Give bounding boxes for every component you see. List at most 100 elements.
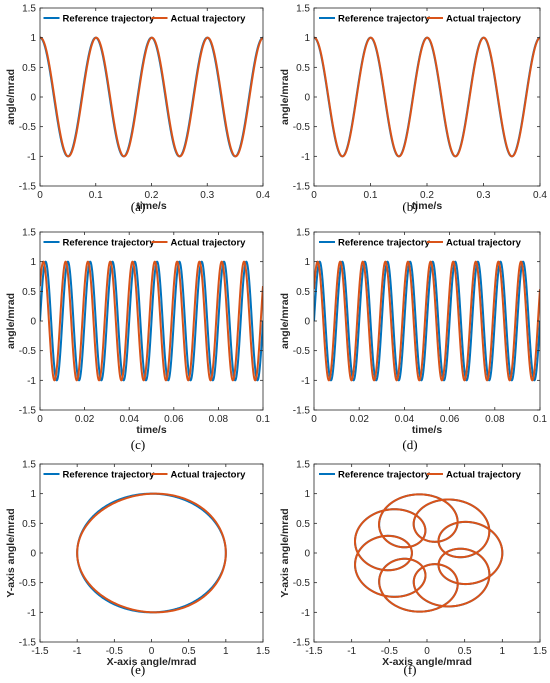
panel-caption: (f) xyxy=(404,662,417,677)
legend-label-1: Actual trajectory xyxy=(446,14,522,25)
x-tick-label: 0 xyxy=(424,646,430,657)
x-tick-label: 0 xyxy=(149,646,155,657)
x-tick-label: 0.5 xyxy=(458,646,472,657)
legend-label-0: Reference trajectory xyxy=(338,14,431,25)
y-tick-label: -1.5 xyxy=(19,182,37,193)
y-axis-label: angle/mrad xyxy=(279,69,291,125)
y-tick-label: 1 xyxy=(304,489,310,500)
x-tick-label: 0 xyxy=(311,414,317,425)
x-tick-label: 1.5 xyxy=(256,646,270,657)
legend-label-1: Actual trajectory xyxy=(446,238,522,249)
y-tick-label: -1 xyxy=(27,376,36,387)
y-tick-label: -1 xyxy=(301,152,310,163)
x-tick-label: 1 xyxy=(500,646,506,657)
y-tick-label: -1 xyxy=(301,608,310,619)
legend-label-1: Actual trajectory xyxy=(171,238,247,249)
legend: Reference trajectory Actual trajectory xyxy=(319,14,522,25)
x-tick-label: 0.06 xyxy=(440,414,460,425)
y-axis-label: Y-axis angle/mrad xyxy=(5,508,17,597)
y-axis-label: angle/mrad xyxy=(5,69,17,125)
plot-area xyxy=(314,464,540,642)
panel-caption: (a) xyxy=(131,199,145,214)
x-tick-label: 0.4 xyxy=(256,190,270,201)
y-tick-label: -1.5 xyxy=(293,638,311,649)
x-tick-label: 0.5 xyxy=(182,646,196,657)
x-tick-label: 0.3 xyxy=(200,190,214,201)
x-tick-label: -1.5 xyxy=(31,646,49,657)
x-tick-label: 0 xyxy=(37,414,43,425)
legend-label-0: Reference trajectory xyxy=(63,470,156,481)
x-tick-label: 0.3 xyxy=(477,190,491,201)
series-line-1 xyxy=(314,36,540,158)
panel-caption: (b) xyxy=(402,199,417,214)
y-tick-label: -1 xyxy=(301,376,310,387)
y-tick-label: 1 xyxy=(30,489,36,500)
x-tick-label: 0.2 xyxy=(145,190,159,201)
x-tick-label: -1 xyxy=(347,646,356,657)
x-tick-label: 0.08 xyxy=(209,414,229,425)
y-tick-label: 0 xyxy=(30,549,36,560)
chart-panel-5: -1.5 -1 -0.5 0 0.5 1 1.5 -1.5 -1 -0.5 0 0.5 1 1.5 X-ax… xyxy=(279,460,547,678)
x-tick-label: 0.04 xyxy=(119,414,139,425)
chart-panel-1: 0 0.1 0.2 0.3 0.4 -1.5 -1 -0.5 0 0.5 1 1.5 time/s ang… xyxy=(279,4,547,215)
x-tick-label: -0.5 xyxy=(106,646,124,657)
y-axis-label: angle/mrad xyxy=(5,293,17,349)
plot-area xyxy=(40,8,263,186)
legend: Reference trajectory Actual trajectory xyxy=(319,470,522,481)
x-tick-label: 0 xyxy=(311,190,317,201)
x-tick-label: 0.4 xyxy=(533,190,547,201)
legend-label-1: Actual trajectory xyxy=(446,470,522,481)
y-tick-label: -1.5 xyxy=(19,406,37,417)
y-tick-label: -0.5 xyxy=(19,122,37,133)
x-tick-label: 0 xyxy=(37,190,43,201)
x-tick-label: -1.5 xyxy=(305,646,323,657)
x-tick-label: 0.04 xyxy=(395,414,415,425)
legend: Reference trajectory Actual trajectory xyxy=(43,238,247,249)
plot-area xyxy=(40,464,263,642)
series-line-1 xyxy=(354,493,504,613)
legend: Reference trajectory Actual trajectory xyxy=(43,14,247,25)
x-axis-label: X-axis angle/mrad xyxy=(382,656,472,668)
y-tick-label: 1.5 xyxy=(22,4,36,15)
y-tick-label: 1 xyxy=(304,257,310,268)
y-tick-label: -1 xyxy=(27,608,36,619)
legend-label-0: Reference trajectory xyxy=(63,14,156,25)
series-line-0 xyxy=(40,260,263,382)
y-tick-label: 0 xyxy=(304,93,310,104)
y-tick-label: 0.5 xyxy=(22,63,36,74)
y-tick-label: -0.5 xyxy=(293,122,311,133)
x-tick-label: 0.1 xyxy=(256,414,270,425)
chart-panel-0: 0 0.1 0.2 0.3 0.4 -1.5 -1 -0.5 0 0.5 1 1.5 time/s ang… xyxy=(5,4,270,215)
x-axis-label: time/s xyxy=(136,200,167,212)
y-tick-label: -0.5 xyxy=(293,346,311,357)
legend-label-0: Reference trajectory xyxy=(338,238,431,249)
y-tick-label: 1.5 xyxy=(296,460,310,471)
legend-label-1: Actual trajectory xyxy=(171,470,247,481)
legend-label-0: Reference trajectory xyxy=(338,470,431,481)
y-axis-label: angle/mrad xyxy=(279,293,291,349)
y-tick-label: -0.5 xyxy=(19,578,37,589)
x-tick-label: -0.5 xyxy=(381,646,399,657)
y-tick-label: 0 xyxy=(30,317,36,328)
y-tick-label: 1.5 xyxy=(22,228,36,239)
legend-label-1: Actual trajectory xyxy=(171,14,247,25)
y-tick-label: 0.5 xyxy=(296,63,310,74)
y-tick-label: 0 xyxy=(30,93,36,104)
y-tick-label: 0.5 xyxy=(22,287,36,298)
y-tick-label: 1 xyxy=(30,257,36,268)
y-tick-label: -1 xyxy=(27,152,36,163)
y-tick-label: -1.5 xyxy=(19,638,37,649)
x-tick-label: 0.06 xyxy=(164,414,184,425)
y-tick-label: 0.5 xyxy=(22,519,36,530)
panel-caption: (c) xyxy=(131,437,145,452)
x-tick-label: 1 xyxy=(223,646,229,657)
series-line-1 xyxy=(76,492,227,614)
y-tick-label: 1.5 xyxy=(296,228,310,239)
panel-caption: (e) xyxy=(131,662,145,677)
y-tick-label: 0 xyxy=(304,317,310,328)
panel-caption: (d) xyxy=(402,437,417,452)
x-tick-label: 0.1 xyxy=(364,190,378,201)
y-tick-label: 1.5 xyxy=(296,4,310,15)
chart-panel-4: -1.5 -1 -0.5 0 0.5 1 1.5 -1.5 -1 -0.5 0 0.5 1 1.5 X-ax… xyxy=(5,460,270,678)
